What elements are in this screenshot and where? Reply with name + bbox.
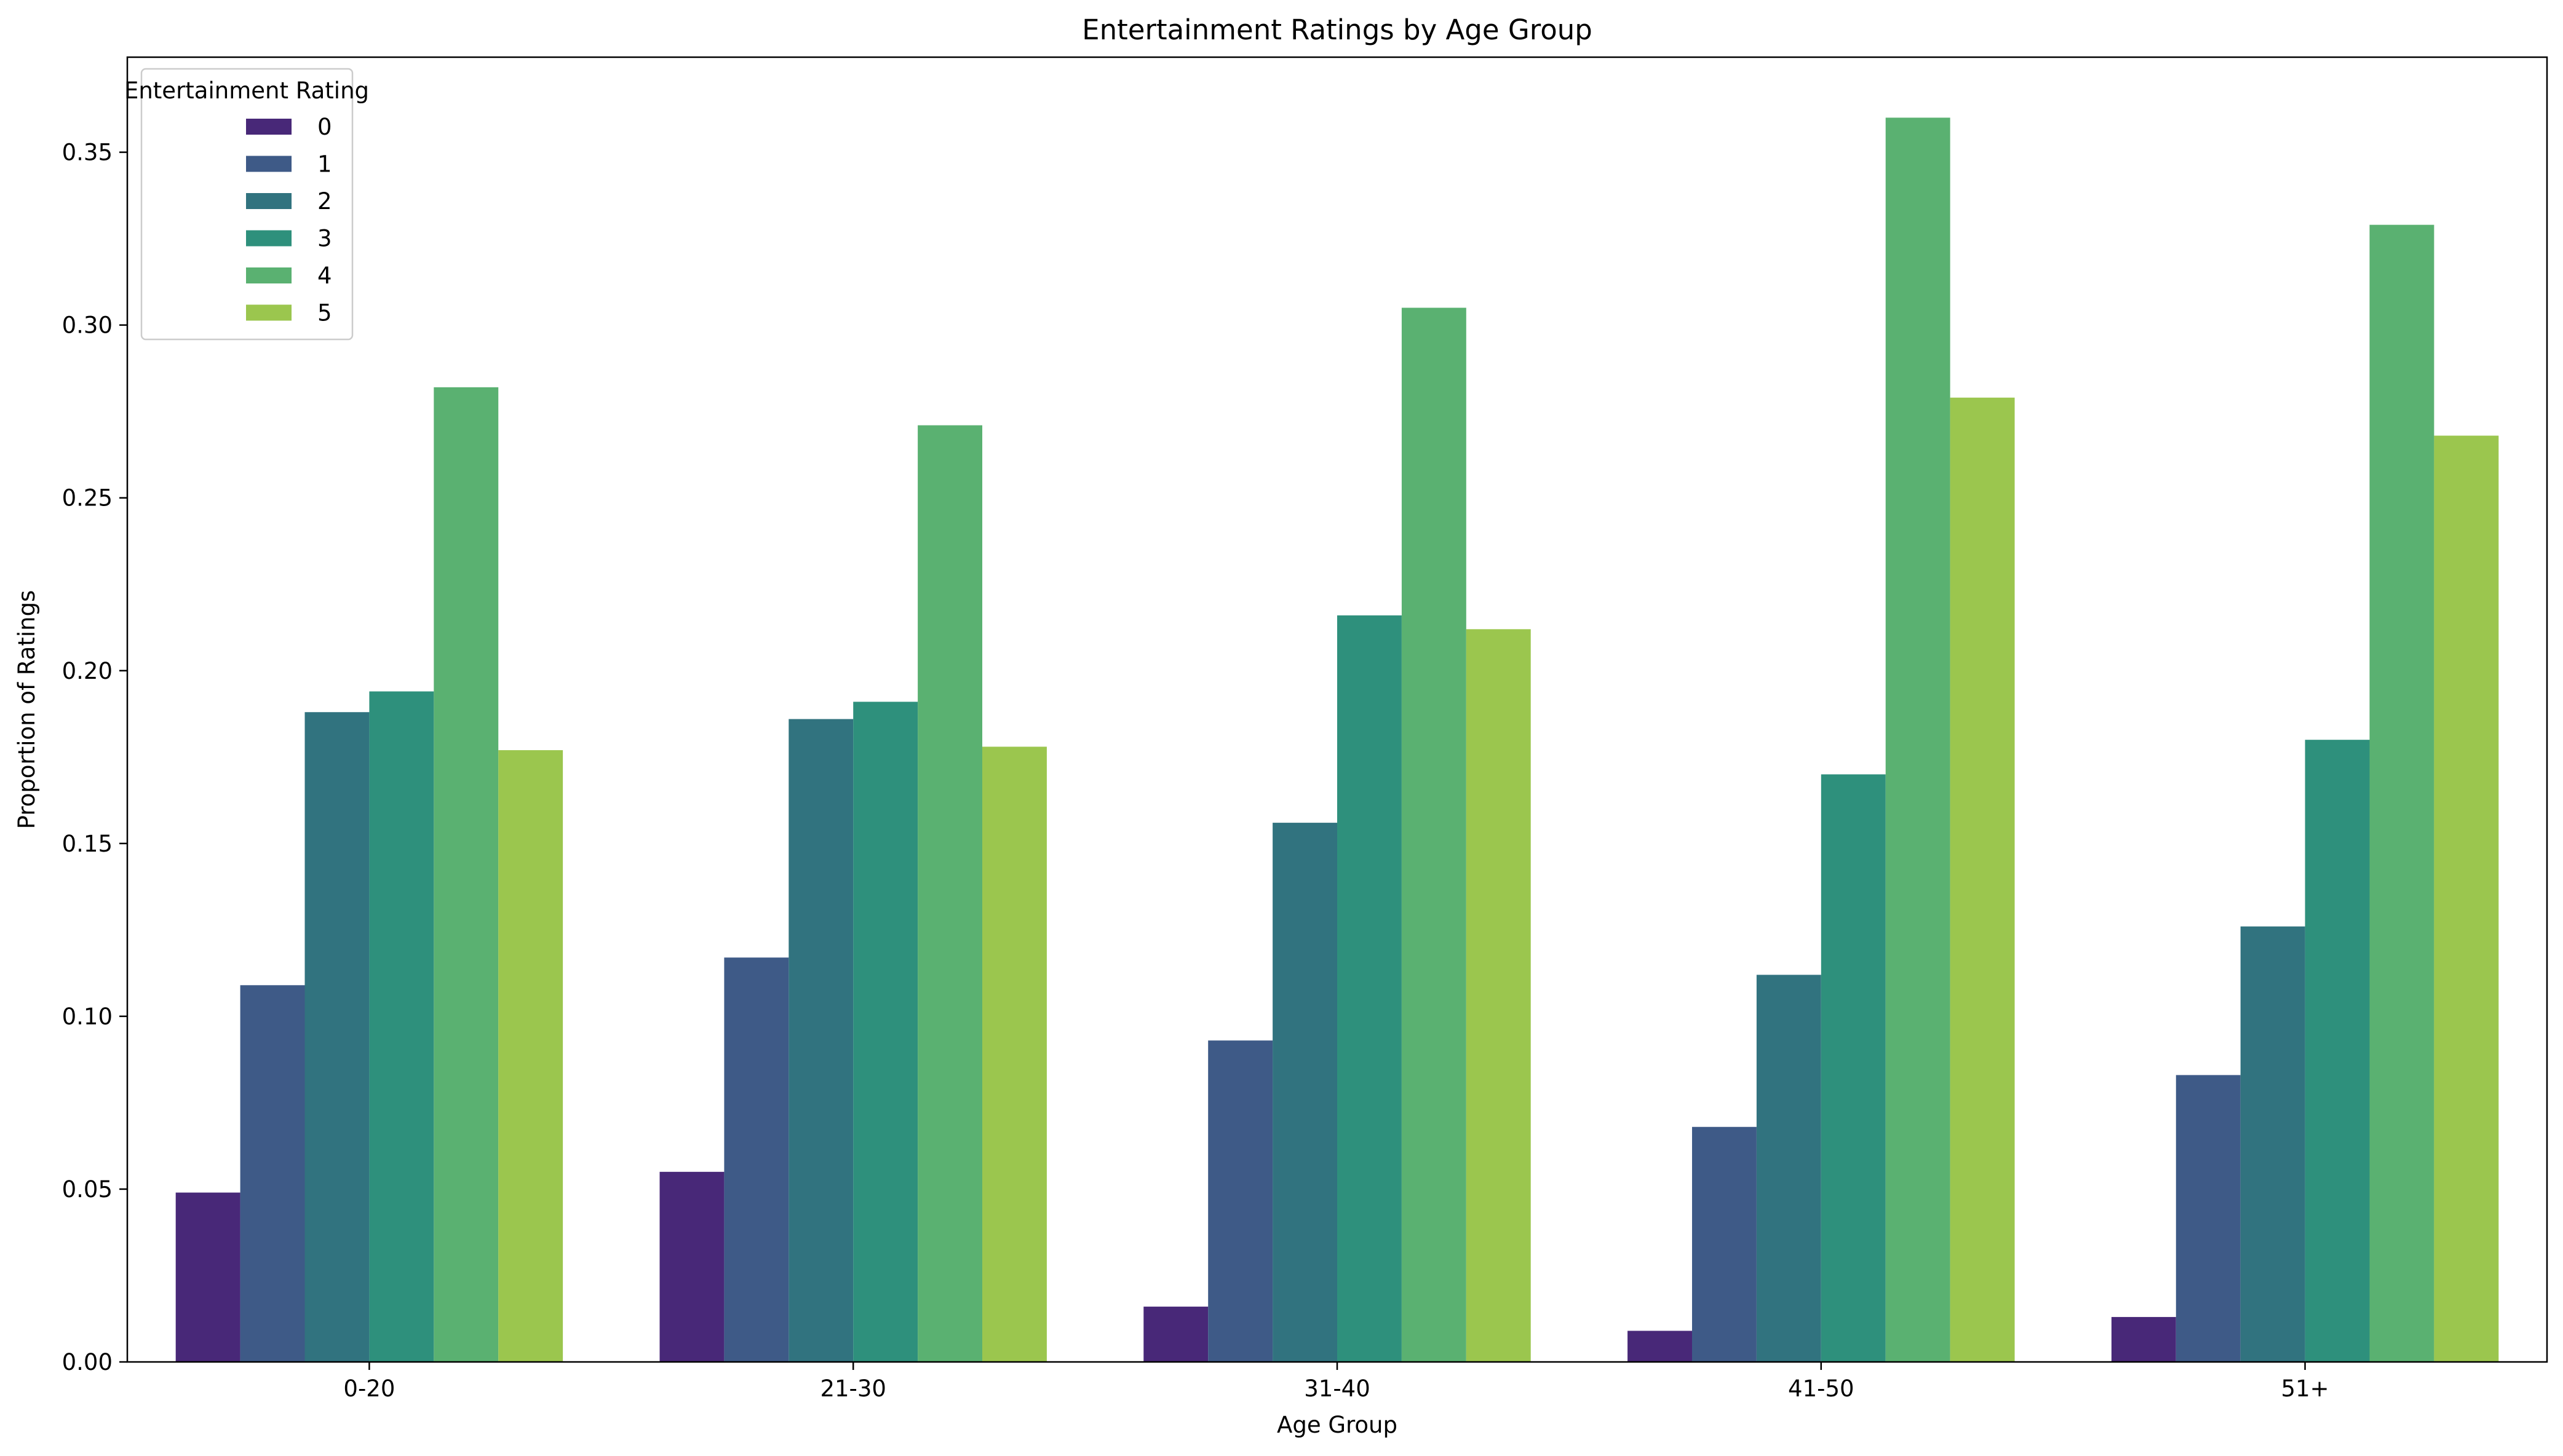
- legend-label-2: 2: [317, 188, 332, 215]
- legend-swatch-3: [246, 230, 292, 247]
- bar-31-40-rating-0: [1143, 1307, 1209, 1362]
- bar-51+-rating-5: [2434, 435, 2499, 1362]
- bar-0-20-rating-5: [498, 750, 563, 1362]
- legend-title: Entertainment Rating: [124, 77, 369, 104]
- bar-51+-rating-0: [2111, 1316, 2176, 1362]
- bar-41-50-rating-5: [1950, 397, 2015, 1362]
- bar-41-50-rating-3: [1821, 774, 1886, 1362]
- x-tick-label: 21-30: [820, 1375, 886, 1402]
- bar-51+-rating-2: [2240, 926, 2305, 1362]
- bar-51+-rating-4: [2369, 224, 2434, 1362]
- bar-21-30-rating-0: [659, 1171, 725, 1362]
- y-tick-label: 0.30: [62, 312, 113, 339]
- bar-21-30-rating-4: [918, 425, 983, 1362]
- y-tick-label: 0.20: [62, 658, 113, 684]
- x-axis-label: Age Group: [1277, 1412, 1397, 1438]
- legend: Entertainment Rating 0 1 2 3 4 5: [124, 68, 369, 341]
- legend-swatch-4: [246, 267, 292, 283]
- legend-label-1: 1: [317, 151, 332, 178]
- bar-51+-rating-1: [2176, 1075, 2241, 1362]
- bar-21-30-rating-1: [724, 957, 789, 1362]
- x-tick-label: 0-20: [343, 1375, 395, 1402]
- legend-label-5: 5: [317, 300, 332, 326]
- legend-swatch-1: [246, 156, 292, 172]
- bar-31-40-rating-2: [1273, 823, 1337, 1362]
- plot-frame: [126, 56, 2548, 1363]
- x-tick-label: 31-40: [1304, 1375, 1370, 1402]
- bar-41-50-rating-2: [1756, 975, 1821, 1362]
- legend-label-4: 4: [317, 263, 332, 289]
- bar-41-50-rating-1: [1691, 1126, 1757, 1362]
- bar-21-30-rating-3: [853, 702, 918, 1362]
- bars-group: [175, 117, 2499, 1363]
- legend-swatch-2: [246, 193, 292, 209]
- bar-0-20-rating-3: [369, 691, 434, 1362]
- bar-31-40-rating-4: [1401, 307, 1466, 1363]
- bar-51+-rating-3: [2305, 740, 2370, 1362]
- bar-0-20-rating-4: [434, 387, 499, 1362]
- y-tick-label: 0.35: [62, 140, 113, 166]
- bar-0-20-rating-2: [304, 712, 370, 1362]
- x-tick-label: 41-50: [1788, 1375, 1854, 1402]
- bar-21-30-rating-2: [789, 719, 854, 1362]
- y-tick-label: 0.10: [62, 1003, 113, 1030]
- bar-0-20-rating-0: [175, 1192, 240, 1362]
- y-axis-label: Proportion of Ratings: [14, 590, 40, 829]
- legend-swatch-0: [246, 119, 292, 135]
- bar-0-20-rating-1: [240, 985, 305, 1362]
- bar-31-40-rating-5: [1466, 629, 1531, 1362]
- y-axis: 0.00 0.05 0.10 0.15 0.20 0.25 0.30 0.35: [62, 140, 127, 1375]
- y-tick-label: 0.25: [62, 485, 113, 512]
- bar-41-50-rating-0: [1627, 1331, 1692, 1362]
- chart-title: Entertainment Ratings by Age Group: [1082, 14, 1592, 46]
- bar-31-40-rating-3: [1337, 615, 1402, 1362]
- y-tick-label: 0.05: [62, 1176, 113, 1203]
- x-tick-label: 51+: [2281, 1375, 2329, 1402]
- legend-label-3: 3: [317, 226, 332, 252]
- bar-21-30-rating-5: [982, 746, 1047, 1362]
- legend-swatch-5: [246, 304, 292, 321]
- x-axis: 0-20 21-30 31-40 41-50 51+: [343, 1362, 2329, 1402]
- y-tick-label: 0.00: [62, 1349, 113, 1375]
- bar-31-40-rating-1: [1208, 1040, 1273, 1362]
- y-tick-label: 0.15: [62, 831, 113, 857]
- legend-items: 0 1 2 3 4 5: [246, 114, 332, 326]
- legend-label-0: 0: [317, 114, 332, 140]
- bar-41-50-rating-4: [1885, 117, 1950, 1363]
